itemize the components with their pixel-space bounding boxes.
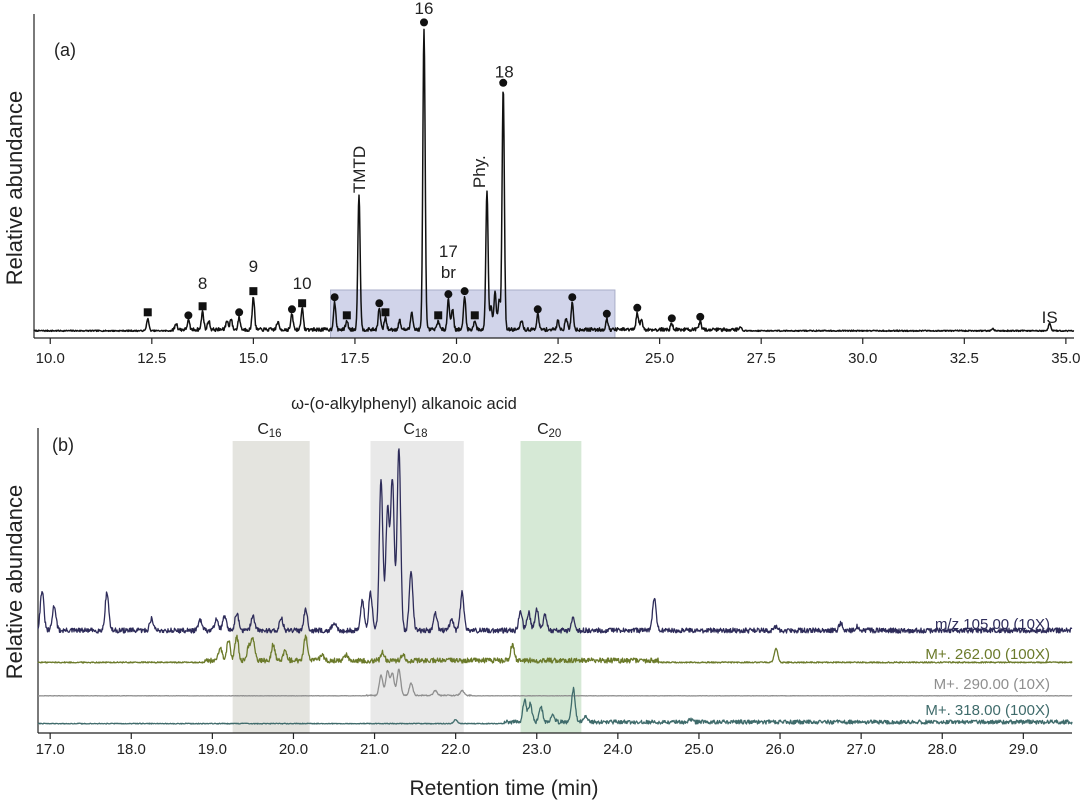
band-c18 [370,441,464,733]
peak-marker-circle [696,312,705,321]
peak-marker-circle [602,309,611,318]
x-tick-label: 21.0 [360,741,389,758]
x-tick-label: 17.5 [340,350,369,367]
x-tick-label: 26.0 [765,741,794,758]
peak-marker-square [434,311,443,320]
x-tick-label: 15.0 [239,350,268,367]
band-label: C [403,421,415,438]
x-tick-label: 35.0 [1051,350,1080,367]
x-tick-label: 28.0 [928,741,957,758]
trace-series [37,668,1073,697]
peak-label-18: 18 [495,62,514,81]
peak-label-16: 16 [415,0,434,18]
x-tick-label: 27.5 [747,350,776,367]
peak-marker-square [143,308,152,317]
panel-a: 10.0 12.5 15.0 17.5 20.0 22.5 25.0 27.5 30.0 32.5… [2,0,1080,367]
series-label: m/z 105.00 (10X) [935,616,1050,633]
band-c20 [520,441,582,733]
series-labels-b: m/z 105.00 (10X) M+. 262.00 (100X) M+. 290… [925,616,1050,719]
peak-marker-square [381,308,390,317]
peak-marker-circle [420,18,428,27]
peak-label-9: 9 [249,257,258,276]
peak-marker-circle [184,311,193,320]
peak-label-phy: Phy. [470,155,489,188]
y-axis-label-b: Relative abundance [2,485,27,679]
x-tick-label: 20.0 [279,741,308,758]
x-tick-label: 10.0 [36,350,65,367]
peak-marker-square [198,302,207,311]
carbon-bands: C 16 C 18 C 20 [232,421,582,733]
peak-marker-circle [667,314,676,323]
series-label: M+. 290.00 (10X) [934,676,1050,693]
band-c16 [232,441,310,733]
x-ticks-a: 10.0 12.5 15.0 17.5 20.0 22.5 25.0 27.5 30.0 32.5… [36,338,1080,367]
peak-label-17: 17 [439,242,458,261]
peak-label-is: IS [1042,308,1058,327]
peak-marker-square [470,311,479,320]
traces-b [37,448,1073,725]
trace-series [37,686,1073,725]
x-tick-label: 18.0 [117,741,146,758]
peak-label-tmtd: TMTD [350,146,369,193]
peak-label-br: br [441,263,456,282]
band-header: ω-(o-alkylphenyl) alkanoic acid [291,395,517,413]
trace-a [33,28,1075,333]
band-label: C [257,421,269,438]
peak-marker-circle [460,287,469,296]
peak-marker-square [249,287,258,296]
trace-series [37,634,1073,664]
peak-marker-circle [287,305,296,314]
panel-label-a: (a) [54,40,76,60]
x-ticks-b: 17.0 18.0 19.0 20.0 21.0 22.0 23.0 24.0 25.0 26.0… [36,733,1038,758]
peak-marker-square [342,311,351,320]
peak-marker-circle [568,293,577,302]
band-subscript: 20 [549,428,562,440]
x-tick-label: 22.5 [543,350,572,367]
x-tick-label: 27.0 [847,741,876,758]
x-tick-label: 25.0 [645,350,674,367]
panel-b: C 16 C 18 C 20 17.0 18.0 19.0 20.0 21.0 22.0 23.0 24… [2,395,1073,800]
y-axis-label-a: Relative abundance [2,91,27,285]
x-tick-label: 17.0 [36,741,65,758]
band-subscript: 18 [415,428,428,440]
x-tick-label: 22.0 [441,741,470,758]
band-label: C [537,421,549,438]
x-tick-label: 20.0 [442,350,471,367]
x-tick-label: 23.0 [522,741,551,758]
panel-label-b: (b) [52,435,74,455]
peak-marker-circle [633,303,642,312]
x-tick-label: 29.0 [1009,741,1038,758]
x-tick-label: 25.0 [684,741,713,758]
peak-labels-a: 16 18 TMTD Phy. 17 br 8 9 10 IS [198,0,1058,327]
peak-marker-circle [235,308,244,317]
peak-markers-a [143,18,705,323]
peak-label-8: 8 [198,274,207,293]
peak-marker-circle [499,78,508,87]
x-tick-label: 12.5 [137,350,166,367]
series-label: M+. 318.00 (100X) [925,702,1050,719]
x-tick-label: 30.0 [848,350,877,367]
peak-marker-circle [444,290,453,299]
peak-marker-circle [533,305,542,314]
x-tick-label: 32.5 [950,350,979,367]
trace-series [37,448,1073,634]
x-tick-label: 19.0 [198,741,227,758]
x-tick-label: 24.0 [603,741,632,758]
peak-marker-circle [330,293,339,302]
peak-label-10: 10 [293,274,312,293]
peak-marker-square [298,299,307,308]
peak-marker-circle [375,299,384,308]
x-axis-label: Retention time (min) [409,777,598,800]
series-label: M+. 262.00 (100X) [925,646,1050,663]
band-subscript: 16 [269,428,282,440]
